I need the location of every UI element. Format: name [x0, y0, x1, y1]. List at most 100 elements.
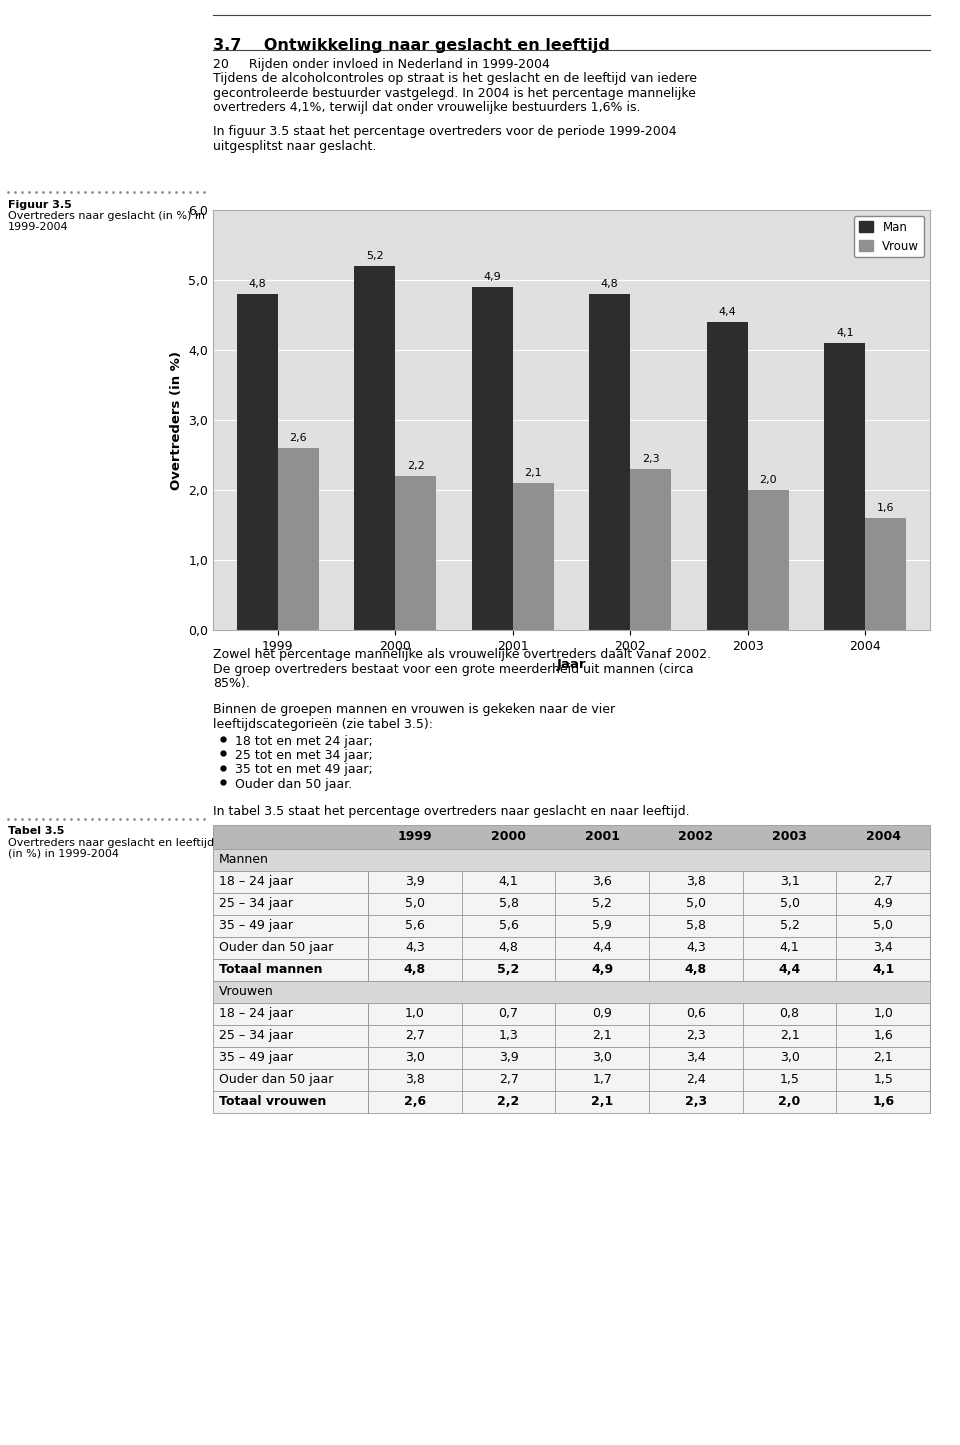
Text: 2,7: 2,7: [405, 1029, 425, 1042]
Text: 0,8: 0,8: [780, 1007, 800, 1020]
Text: 5,0: 5,0: [780, 897, 800, 910]
Bar: [471, 288, 513, 630]
Text: 5,9: 5,9: [592, 919, 612, 932]
Text: 2,3: 2,3: [642, 454, 660, 464]
Text: 3,9: 3,9: [498, 1051, 518, 1064]
Bar: [354, 266, 396, 630]
Text: 4,4: 4,4: [779, 962, 801, 975]
Text: 3,9: 3,9: [405, 876, 425, 889]
Text: 2,6: 2,6: [404, 1095, 426, 1108]
Text: 85%).: 85%).: [213, 678, 250, 691]
Text: 2,7: 2,7: [874, 876, 893, 889]
Text: 3,8: 3,8: [405, 1074, 425, 1087]
Text: 18 tot en met 24 jaar;: 18 tot en met 24 jaar;: [235, 734, 372, 747]
Text: 1,0: 1,0: [874, 1007, 893, 1020]
Text: 3,4: 3,4: [874, 941, 893, 954]
Text: 25 tot en met 34 jaar;: 25 tot en met 34 jaar;: [235, 749, 372, 762]
Text: 2,7: 2,7: [498, 1074, 518, 1087]
Bar: [825, 342, 865, 630]
Bar: [213, 936, 930, 958]
Bar: [213, 1046, 930, 1068]
Text: 4,8: 4,8: [404, 962, 426, 975]
Text: 1,7: 1,7: [592, 1074, 612, 1087]
Text: (in %) in 1999-2004: (in %) in 1999-2004: [8, 848, 119, 858]
Bar: [589, 293, 631, 630]
Text: 4,9: 4,9: [483, 272, 501, 282]
Text: Tijdens de alcoholcontroles op straat is het geslacht en de leeftijd van iedere: Tijdens de alcoholcontroles op straat is…: [213, 72, 697, 85]
Text: De groep overtreders bestaat voor een grote meerderheid uit mannen (circa: De groep overtreders bestaat voor een gr…: [213, 662, 694, 675]
Bar: [236, 293, 277, 630]
Text: 4,9: 4,9: [874, 897, 893, 910]
Text: 3,1: 3,1: [780, 876, 800, 889]
Bar: [213, 1068, 930, 1091]
Text: 0,7: 0,7: [498, 1007, 518, 1020]
Bar: [277, 448, 319, 630]
Bar: [213, 1091, 930, 1113]
Text: Ouder dan 50 jaar.: Ouder dan 50 jaar.: [235, 777, 352, 790]
Text: 2,1: 2,1: [874, 1051, 893, 1064]
Text: 1,6: 1,6: [872, 1095, 894, 1108]
Text: 2001: 2001: [585, 829, 620, 842]
Text: 2,6: 2,6: [290, 434, 307, 444]
Text: 2002: 2002: [679, 829, 713, 842]
Text: 5,2: 5,2: [592, 897, 612, 910]
Text: 2,3: 2,3: [686, 1029, 706, 1042]
Text: gecontroleerde bestuurder vastgelegd. In 2004 is het percentage mannelijke: gecontroleerde bestuurder vastgelegd. In…: [213, 87, 696, 100]
Text: 25 – 34 jaar: 25 – 34 jaar: [219, 1029, 293, 1042]
Text: uitgesplitst naar geslacht.: uitgesplitst naar geslacht.: [213, 140, 376, 153]
Text: Overtreders naar geslacht (in %) in: Overtreders naar geslacht (in %) in: [8, 211, 205, 221]
Bar: [707, 322, 748, 630]
Text: 3,0: 3,0: [405, 1051, 425, 1064]
Text: 2,2: 2,2: [407, 461, 424, 471]
Text: 4,1: 4,1: [780, 941, 800, 954]
Text: 1,3: 1,3: [498, 1029, 518, 1042]
X-axis label: Jaar: Jaar: [557, 659, 587, 672]
Legend: Man, Vrouw: Man, Vrouw: [854, 215, 924, 257]
Text: 35 – 49 jaar: 35 – 49 jaar: [219, 919, 293, 932]
Text: 35 tot en met 49 jaar;: 35 tot en met 49 jaar;: [235, 763, 372, 776]
Text: 3,0: 3,0: [592, 1051, 612, 1064]
Text: 35 – 49 jaar: 35 – 49 jaar: [219, 1051, 293, 1064]
Text: 3,6: 3,6: [592, 876, 612, 889]
Bar: [213, 893, 930, 915]
Text: 1,6: 1,6: [877, 503, 895, 513]
Text: 0,9: 0,9: [592, 1007, 612, 1020]
Text: 4,1: 4,1: [872, 962, 895, 975]
Text: 18 – 24 jaar: 18 – 24 jaar: [219, 876, 293, 889]
Text: 2000: 2000: [492, 829, 526, 842]
Text: 2,0: 2,0: [779, 1095, 801, 1108]
Text: overtreders 4,1%, terwijl dat onder vrouwelijke bestuurders 1,6% is.: overtreders 4,1%, terwijl dat onder vrou…: [213, 101, 640, 114]
Text: 5,6: 5,6: [498, 919, 518, 932]
Text: 1999-2004: 1999-2004: [8, 223, 68, 233]
Text: 3,8: 3,8: [686, 876, 706, 889]
Text: Overtreders naar geslacht en leeftijd: Overtreders naar geslacht en leeftijd: [8, 838, 214, 848]
Text: 4,3: 4,3: [405, 941, 425, 954]
Text: 2,4: 2,4: [686, 1074, 706, 1087]
Text: 20     Rijden onder invloed in Nederland in 1999-2004: 20 Rijden onder invloed in Nederland in …: [213, 58, 550, 71]
Text: Zowel het percentage mannelijke als vrouwelijke overtreders daalt vanaf 2002.: Zowel het percentage mannelijke als vrou…: [213, 647, 711, 660]
Text: Tabel 3.5: Tabel 3.5: [8, 827, 64, 837]
Text: Totaal mannen: Totaal mannen: [219, 962, 323, 975]
Bar: [213, 1003, 930, 1025]
Text: Ouder dan 50 jaar: Ouder dan 50 jaar: [219, 941, 333, 954]
Text: 2,1: 2,1: [780, 1029, 800, 1042]
Text: 2,2: 2,2: [497, 1095, 519, 1108]
Text: leeftijdscategorieën (zie tabel 3.5):: leeftijdscategorieën (zie tabel 3.5):: [213, 718, 433, 731]
Text: In tabel 3.5 staat het percentage overtreders naar geslacht en naar leeftijd.: In tabel 3.5 staat het percentage overtr…: [213, 805, 689, 818]
Text: Mannen: Mannen: [219, 853, 269, 866]
Text: 4,1: 4,1: [498, 876, 518, 889]
Text: 2,1: 2,1: [591, 1095, 613, 1108]
Bar: [213, 981, 930, 1003]
Bar: [213, 825, 930, 848]
Bar: [213, 958, 930, 981]
Text: 2003: 2003: [772, 829, 807, 842]
Text: 2,3: 2,3: [684, 1095, 707, 1108]
Text: 0,6: 0,6: [686, 1007, 706, 1020]
Text: 5,0: 5,0: [405, 897, 425, 910]
Text: 5,0: 5,0: [685, 897, 706, 910]
Bar: [748, 490, 789, 630]
Bar: [396, 475, 437, 630]
Text: 5,8: 5,8: [685, 919, 706, 932]
Text: 5,2: 5,2: [366, 251, 384, 262]
Text: 1,6: 1,6: [874, 1029, 893, 1042]
